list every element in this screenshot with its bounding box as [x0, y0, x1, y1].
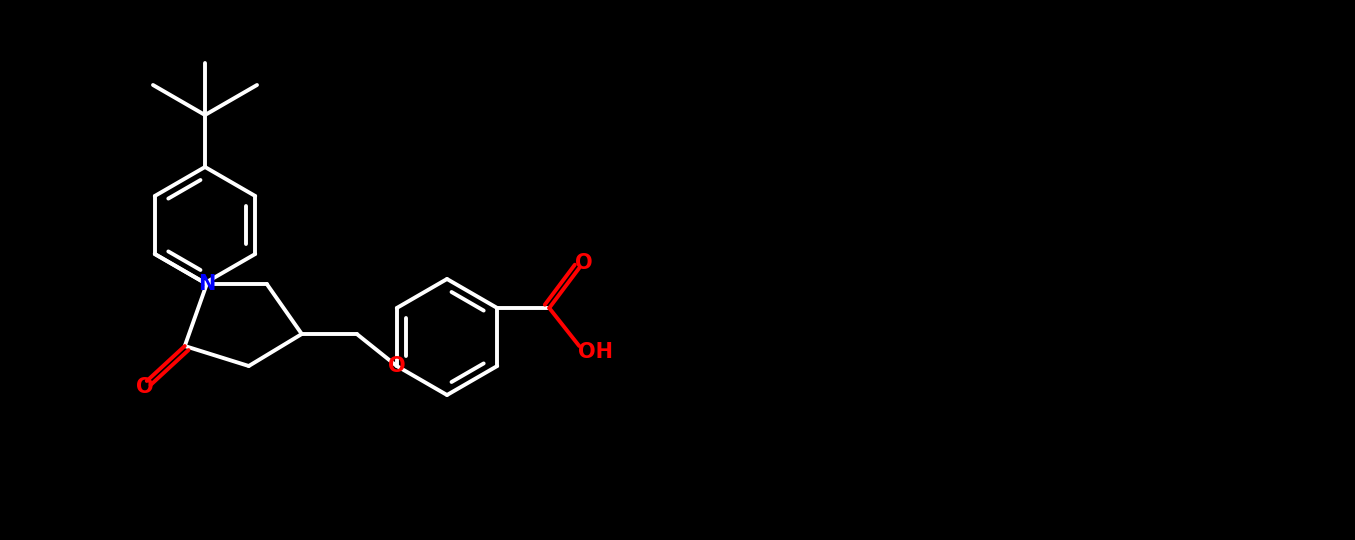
Text: O: O — [576, 253, 593, 273]
Text: O: O — [136, 377, 153, 397]
Text: OH: OH — [577, 342, 612, 362]
Text: N: N — [198, 274, 215, 294]
Text: O: O — [388, 356, 405, 376]
